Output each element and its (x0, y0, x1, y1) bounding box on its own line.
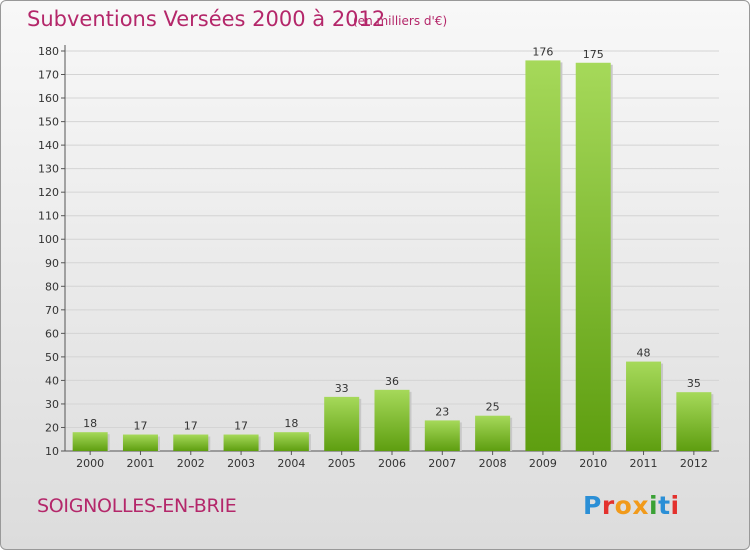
y-tick-label: 170 (38, 69, 59, 82)
y-tick-label: 110 (38, 210, 59, 223)
value-label: 176 (532, 45, 553, 58)
bar-2007 (424, 420, 460, 451)
bar-2011 (626, 361, 662, 451)
logo-letter: o (614, 491, 633, 520)
x-tick-label: 2007 (428, 457, 456, 470)
logo-letter: t (658, 491, 671, 520)
logo-letter: r (601, 491, 615, 520)
x-tick-label: 2008 (479, 457, 507, 470)
x-tick-label: 2001 (126, 457, 154, 470)
bar-2003 (223, 434, 259, 451)
value-label: 17 (234, 420, 248, 433)
value-label: 18 (284, 417, 298, 430)
y-tick-label: 160 (38, 92, 59, 105)
bar-2001 (122, 434, 158, 451)
y-tick-label: 90 (45, 257, 59, 270)
bar-2008 (475, 415, 511, 451)
value-label: 17 (184, 420, 198, 433)
value-label: 35 (687, 377, 701, 390)
y-tick-label: 20 (45, 421, 59, 434)
y-tick-label: 30 (45, 398, 59, 411)
x-tick-label: 2005 (328, 457, 356, 470)
x-tick-label: 2004 (277, 457, 305, 470)
bar-2000 (72, 432, 108, 451)
proxiti-logo: Proxiti (583, 491, 680, 520)
bar-2004 (273, 432, 309, 451)
y-tick-label: 60 (45, 327, 59, 340)
x-tick-label: 2011 (630, 457, 658, 470)
x-tick-label: 2012 (680, 457, 708, 470)
x-tick-label: 2010 (579, 457, 607, 470)
x-tick-label: 2002 (177, 457, 205, 470)
y-tick-label: 140 (38, 139, 59, 152)
value-label: 17 (133, 420, 147, 433)
bar-2002 (173, 434, 209, 451)
x-tick-label: 2000 (76, 457, 104, 470)
x-tick-label: 2009 (529, 457, 557, 470)
chart-title: Subventions Versées 2000 à 2012 (27, 7, 386, 31)
y-tick-label: 40 (45, 374, 59, 387)
value-label: 23 (435, 405, 449, 418)
value-label: 48 (637, 347, 651, 360)
y-tick-label: 120 (38, 186, 59, 199)
x-tick-label: 2003 (227, 457, 255, 470)
value-label: 36 (385, 375, 399, 388)
y-tick-label: 70 (45, 304, 59, 317)
bar-2005 (324, 396, 360, 451)
bar-2006 (374, 389, 410, 451)
value-label: 33 (335, 382, 349, 395)
value-label: 175 (583, 48, 604, 61)
bar-2012 (676, 392, 712, 451)
y-tick-label: 180 (38, 45, 59, 58)
bar-2009 (525, 60, 561, 451)
value-label: 25 (486, 401, 500, 414)
y-tick-label: 50 (45, 351, 59, 364)
y-tick-label: 80 (45, 280, 59, 293)
logo-letter: P (583, 491, 602, 520)
y-tick-label: 10 (45, 445, 59, 458)
y-tick-label: 150 (38, 116, 59, 129)
y-tick-label: 100 (38, 233, 59, 246)
value-label: 18 (83, 417, 97, 430)
bar-2010 (575, 62, 611, 451)
x-tick-label: 2006 (378, 457, 406, 470)
commune-name: SOIGNOLLES-EN-BRIE (37, 495, 237, 517)
logo-letter: i (670, 491, 680, 520)
chart-subtitle: (en milliers d'€) (353, 14, 448, 28)
y-tick-label: 130 (38, 163, 59, 176)
logo-letter: i (649, 491, 659, 520)
logo-letter: x (632, 491, 649, 520)
